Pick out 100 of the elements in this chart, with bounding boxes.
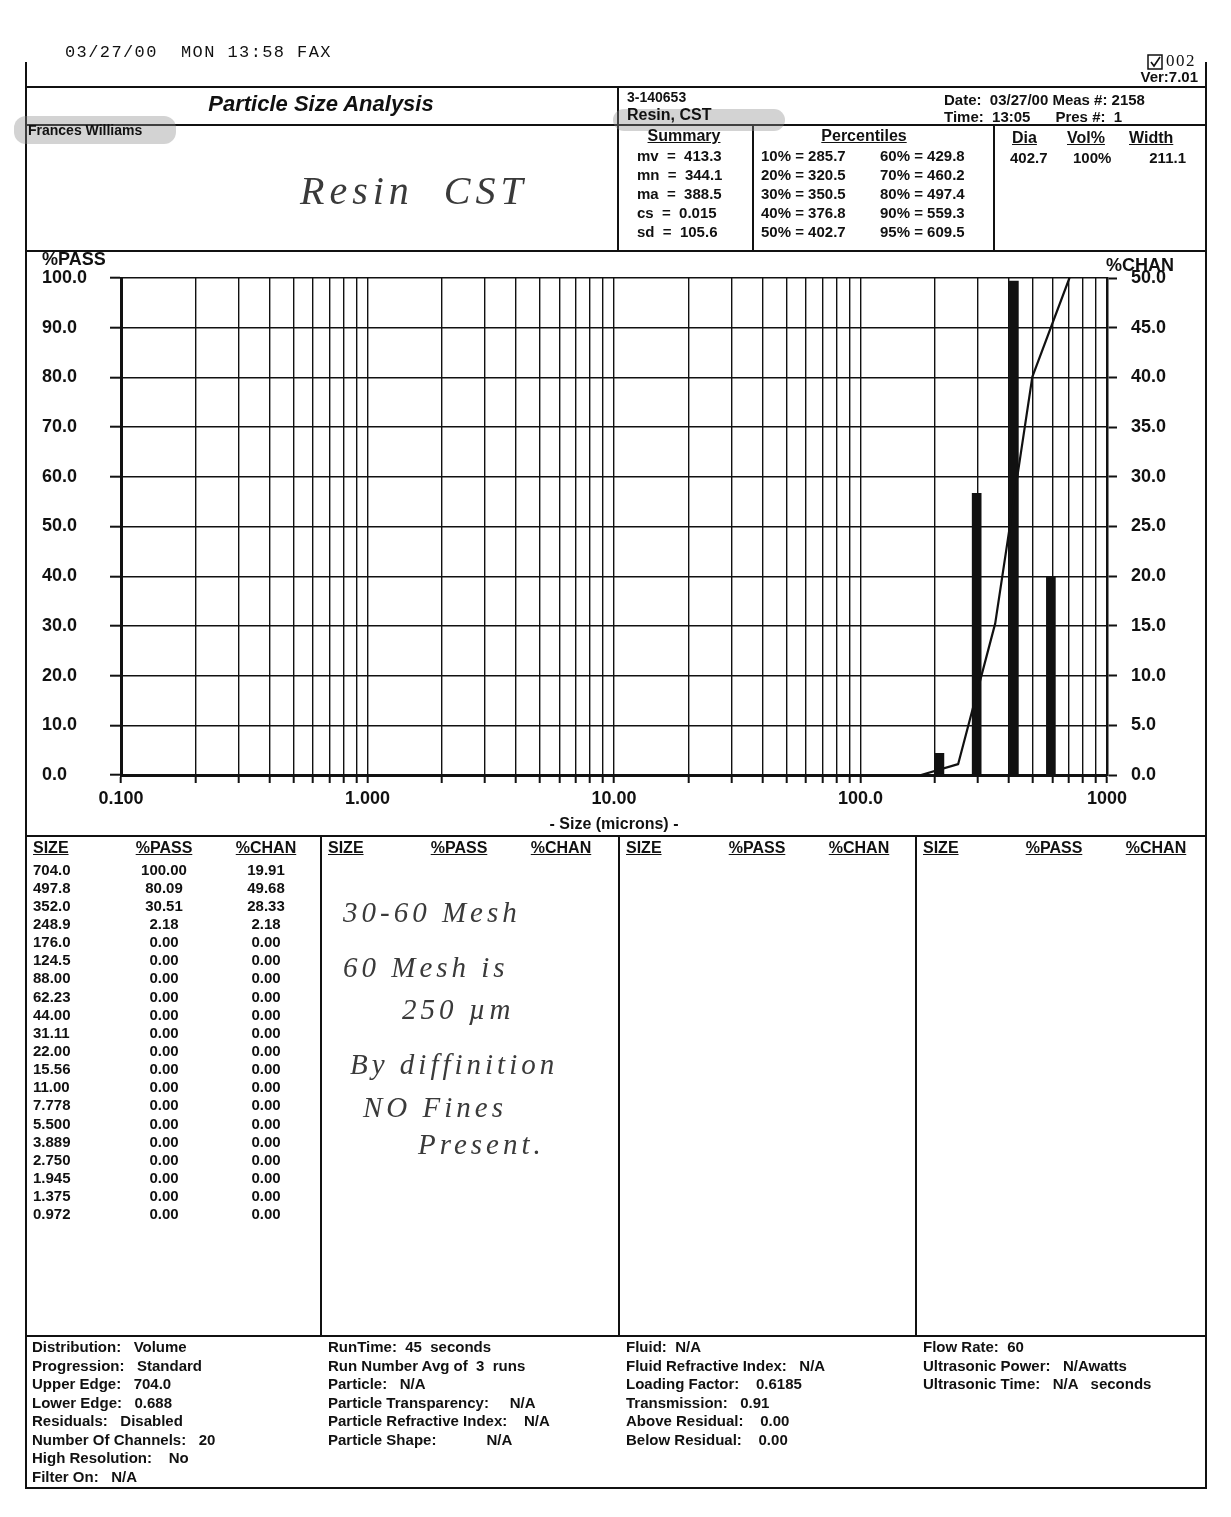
text: 20% = 320.5 xyxy=(761,166,846,184)
text: 0.00 xyxy=(148,932,180,951)
x-tick-label: 1.000 xyxy=(344,787,391,808)
text: 0.00 xyxy=(250,1077,282,1096)
text: Dia xyxy=(1012,129,1037,148)
text: 0.00 xyxy=(148,1150,180,1169)
text: ma = 388.5 xyxy=(637,185,722,203)
text: 88.00 xyxy=(33,968,72,987)
text: Ultrasonic Time: N/A seconds xyxy=(923,1375,1152,1393)
text: Date: 03/27/00 Meas #: 2158 xyxy=(944,91,1145,109)
text: 248.9 xyxy=(33,914,72,933)
text: %CHAN xyxy=(828,839,890,856)
y2-tick-label: 35.0 xyxy=(1131,416,1167,437)
y2-tick-label: 30.0 xyxy=(1131,465,1167,486)
text: 0.00 xyxy=(250,1005,282,1024)
text: 3-140653 xyxy=(627,89,687,106)
text: SIZE xyxy=(626,839,662,856)
text: %CHAN xyxy=(235,839,297,856)
text: RunTime: 45 seconds xyxy=(328,1338,492,1356)
y-tick-label: 100.0 xyxy=(42,266,88,287)
text: 0.972 xyxy=(33,1204,72,1223)
text: 44.00 xyxy=(33,1005,72,1024)
y-tick-label: 60.0 xyxy=(42,465,78,486)
y2-tick-label: 0.0 xyxy=(1131,763,1157,784)
y-axis-title: %PASS xyxy=(42,248,106,269)
text: Filter On: N/A xyxy=(32,1467,137,1485)
text: NO Fines xyxy=(363,1091,507,1125)
text: %PASS xyxy=(1025,839,1083,856)
text: 704.0 xyxy=(33,860,72,879)
text: Width xyxy=(1129,129,1174,148)
text: 0.00 xyxy=(250,932,282,951)
text: 100% xyxy=(1073,149,1112,167)
text: 70% = 460.2 xyxy=(880,166,965,184)
text: Resin CST xyxy=(300,168,528,214)
text: 0.00 xyxy=(250,1186,282,1205)
y-tick-label: 80.0 xyxy=(42,366,78,387)
text: 0.00 xyxy=(250,1204,282,1223)
text: 176.0 xyxy=(33,932,72,951)
text: 30% = 350.5 xyxy=(761,185,846,203)
chart-title: Particle Size Analysis xyxy=(208,91,434,117)
text: 80.09 xyxy=(144,878,184,897)
text: SIZE xyxy=(923,839,959,856)
text: 0.00 xyxy=(250,1059,282,1078)
text: 2.750 xyxy=(33,1150,72,1169)
text: Flow Rate: 60 xyxy=(923,1338,1024,1356)
text: 0.00 xyxy=(148,1132,180,1151)
y2-tick-label: 15.0 xyxy=(1131,614,1167,635)
text: 0.00 xyxy=(250,1023,282,1042)
y2-tick-label: 45.0 xyxy=(1131,316,1167,337)
text: Percentiles xyxy=(821,127,907,146)
text: Distribution: Volume xyxy=(32,1338,187,1356)
y-tick-label: 30.0 xyxy=(42,614,78,635)
y2-tick-label: 20.0 xyxy=(1131,565,1167,586)
text: 22.00 xyxy=(33,1041,72,1060)
text: Transmission: 0.91 xyxy=(626,1393,770,1411)
y-tick-label: 40.0 xyxy=(42,565,78,586)
text: Lower Edge: 0.688 xyxy=(32,1393,173,1411)
text: Ver:7.01 xyxy=(1140,68,1198,86)
text: 60% = 429.8 xyxy=(880,147,965,165)
y-tick-label: 0.0 xyxy=(42,763,68,784)
text: 0.00 xyxy=(250,1168,282,1187)
text: 60 Mesh is xyxy=(343,951,509,985)
x-tick-label: 0.100 xyxy=(98,787,144,808)
text: 0.00 xyxy=(148,1023,180,1042)
text: 2.18 xyxy=(250,914,282,933)
text: Above Residual: 0.00 xyxy=(626,1412,790,1430)
text: 0.00 xyxy=(148,1204,180,1223)
text: Frances Williams xyxy=(28,122,143,139)
text: 0.00 xyxy=(148,968,180,987)
text: 80% = 497.4 xyxy=(880,185,965,203)
text: 124.5 xyxy=(33,950,72,969)
text: cs = 0.015 xyxy=(637,204,717,222)
text: %PASS xyxy=(135,839,193,856)
text: Particle Refractive Index: N/A xyxy=(328,1412,550,1430)
text: Ultrasonic Power: N/Awatts xyxy=(923,1356,1127,1374)
text: 95% = 609.5 xyxy=(880,223,965,241)
text: Loading Factor: 0.6185 xyxy=(626,1375,802,1393)
text: Progression: Standard xyxy=(32,1356,203,1374)
text: 5.500 xyxy=(33,1113,72,1133)
text: mn = 344.1 xyxy=(637,166,723,184)
text: 30-60 Mesh xyxy=(343,896,521,930)
y-tick-label: 20.0 xyxy=(42,664,78,685)
text: 0.00 xyxy=(148,1005,180,1024)
text: 0.00 xyxy=(250,968,282,987)
text: 40% = 376.8 xyxy=(761,204,846,222)
text: Fluid: N/A xyxy=(626,1338,701,1356)
text: 0.00 xyxy=(250,1132,282,1151)
text: 0.00 xyxy=(148,1095,180,1114)
text: 0.00 xyxy=(148,1186,180,1205)
text: Resin, CST xyxy=(627,106,712,125)
text: 0.00 xyxy=(148,1168,180,1187)
text: 0.00 xyxy=(250,1113,282,1133)
text: 28.33 xyxy=(246,896,286,915)
text: 31.11 xyxy=(33,1023,71,1042)
text: 0.00 xyxy=(148,1059,180,1078)
text: 90% = 559.3 xyxy=(880,204,965,222)
text: sd = 105.6 xyxy=(637,223,718,241)
text: 402.7 xyxy=(1010,149,1048,167)
text: 0.00 xyxy=(148,1077,180,1096)
text: 0.00 xyxy=(250,950,282,969)
